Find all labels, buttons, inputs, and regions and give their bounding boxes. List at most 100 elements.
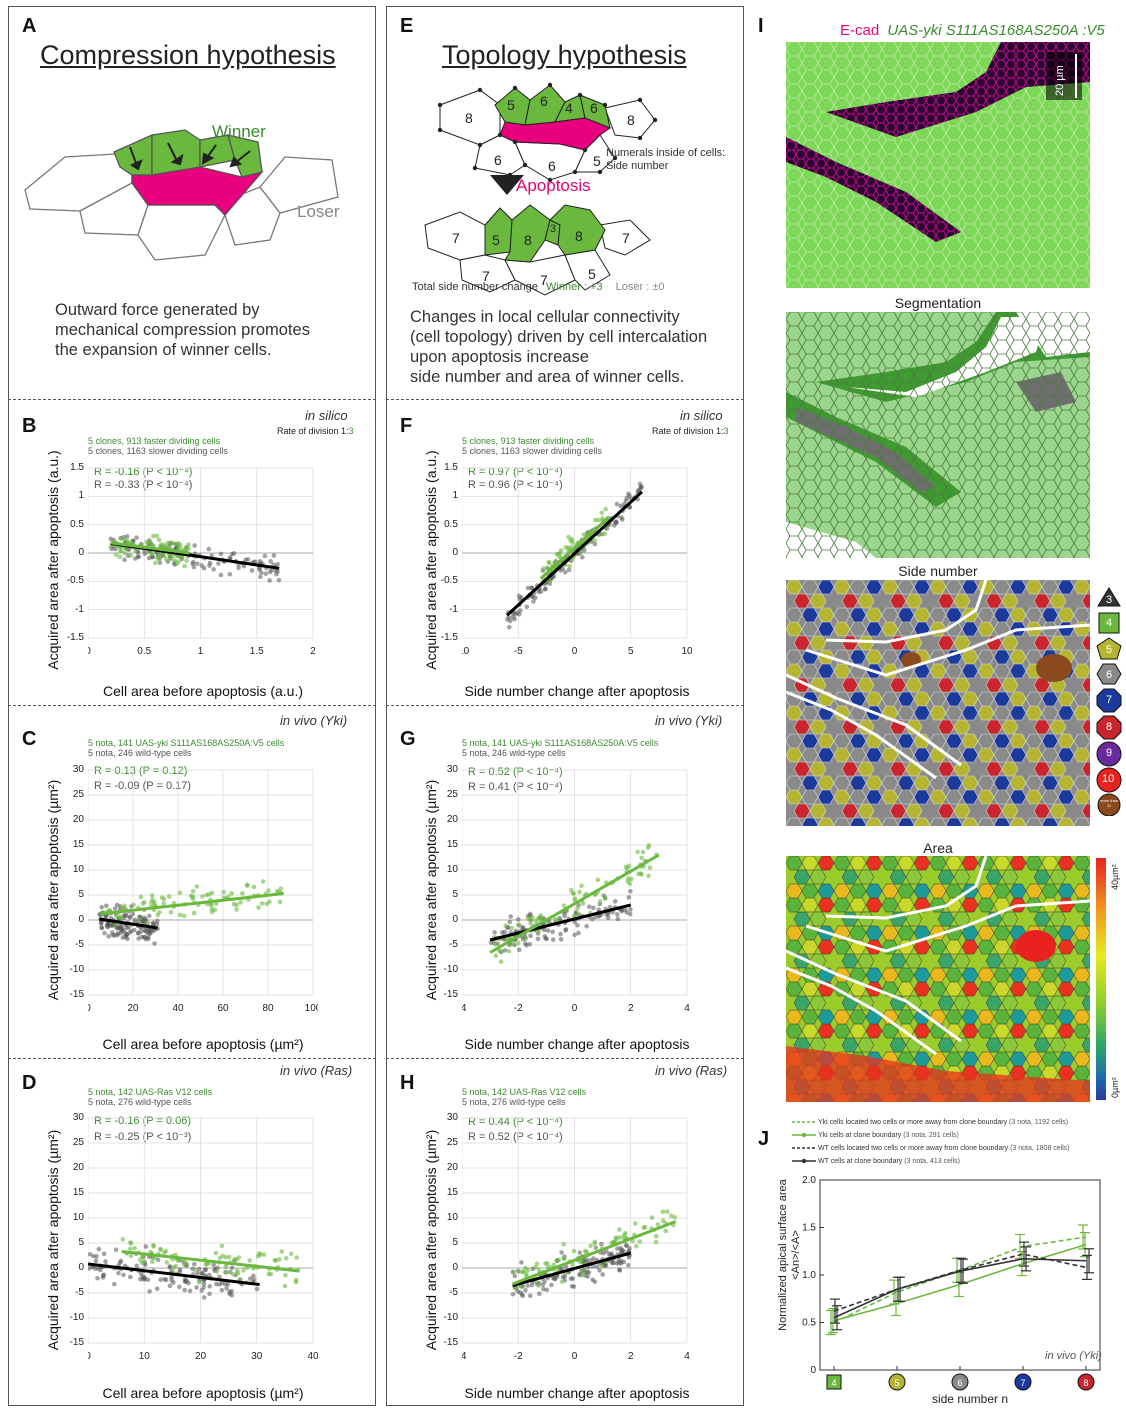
data-point bbox=[550, 937, 556, 943]
data-point bbox=[214, 1281, 219, 1287]
data-point bbox=[510, 1269, 516, 1275]
data-point bbox=[516, 947, 522, 953]
data-point bbox=[254, 1286, 260, 1292]
data-point bbox=[506, 624, 512, 630]
data-point bbox=[169, 540, 174, 546]
panel-letter-f: F bbox=[400, 415, 413, 437]
data-point bbox=[227, 1291, 233, 1297]
x-tick-label: 60 bbox=[217, 1003, 229, 1014]
data-point bbox=[120, 1236, 126, 1242]
data-point bbox=[99, 925, 105, 931]
data-point bbox=[131, 902, 136, 908]
data-point bbox=[596, 907, 602, 913]
y-tick-label: 0 bbox=[452, 914, 458, 925]
data-point bbox=[207, 1284, 212, 1289]
data-point bbox=[141, 915, 147, 920]
y-tick-label: -1 bbox=[449, 603, 458, 615]
fit-line-winner bbox=[512, 1220, 677, 1286]
y-tick-label: 1.5 bbox=[444, 462, 458, 473]
data-point bbox=[149, 893, 155, 898]
data-point bbox=[633, 1243, 639, 1249]
dying-cell bbox=[131, 166, 264, 216]
data-point bbox=[603, 895, 608, 901]
x-tick-label: 1 bbox=[198, 646, 204, 657]
y-tick-label: -5 bbox=[449, 939, 458, 950]
data-point bbox=[593, 1245, 599, 1251]
data-point bbox=[550, 929, 555, 935]
data-point bbox=[672, 1215, 678, 1220]
data-point bbox=[562, 913, 567, 919]
data-point bbox=[163, 556, 169, 562]
data-point bbox=[549, 1282, 554, 1288]
data-point bbox=[134, 535, 139, 540]
data-point bbox=[560, 566, 566, 572]
y-tick-label: 0.5 bbox=[802, 1318, 816, 1329]
fit-line-wild-type bbox=[489, 903, 632, 942]
panel-letter-j: J bbox=[758, 1128, 770, 1150]
x-tick-label: 2 bbox=[628, 1351, 634, 1362]
data-point bbox=[116, 1270, 121, 1276]
data-point bbox=[138, 894, 144, 900]
data-point bbox=[516, 593, 522, 599]
fit-line-winner bbox=[121, 1250, 300, 1273]
data-point bbox=[592, 541, 598, 547]
x-tick-label: 4 bbox=[684, 1003, 690, 1014]
data-point bbox=[258, 574, 263, 580]
data-point bbox=[142, 551, 148, 557]
y-tick-label: 1.5 bbox=[70, 462, 84, 473]
data-point bbox=[143, 1244, 149, 1249]
data-point bbox=[534, 1261, 540, 1267]
data-point bbox=[128, 1240, 133, 1245]
data-point bbox=[182, 563, 187, 569]
panel-letter-c: C bbox=[22, 728, 37, 750]
data-point bbox=[112, 922, 118, 928]
legend-entry: 5 nota, 141 UAS-yki S111AS168AS250A:V5 c… bbox=[462, 738, 659, 748]
data-point bbox=[569, 887, 574, 893]
data-point bbox=[236, 565, 241, 571]
data-point bbox=[579, 1258, 584, 1264]
data-point bbox=[599, 510, 605, 516]
data-point bbox=[173, 1263, 179, 1269]
data-point bbox=[588, 1258, 593, 1263]
data-point bbox=[207, 1291, 212, 1297]
compression-diagram bbox=[24, 129, 339, 261]
x-tick-label: -4 bbox=[462, 1351, 467, 1362]
data-point bbox=[149, 900, 154, 905]
correlation-stat: R = 0.13 (P = 0.12) bbox=[94, 765, 188, 777]
data-point bbox=[106, 933, 111, 939]
correlation-stat: R = 0.41 (P < 10⁻⁴) bbox=[468, 781, 563, 793]
panel-letter-i: I bbox=[758, 15, 764, 37]
y-tick-label: -0.5 bbox=[440, 575, 458, 587]
data-point bbox=[243, 557, 249, 563]
x-tick-label: 4 bbox=[684, 1351, 690, 1362]
data-point bbox=[653, 1233, 659, 1239]
divider bbox=[8, 705, 376, 706]
y-tick-label: -1.5 bbox=[440, 632, 458, 643]
y-tick-label: 5 bbox=[78, 889, 84, 900]
data-point bbox=[118, 915, 124, 921]
fit-line-wild-type bbox=[512, 1251, 632, 1287]
data-point bbox=[582, 548, 587, 553]
panel-letter-e: E bbox=[400, 15, 414, 37]
x-tick-label: 10 bbox=[139, 1351, 151, 1362]
data-point bbox=[213, 1250, 219, 1256]
side-number-labels: 5 6 4 6 8 8 6 6 5 5 8 3 8 7 7 7 7 5 bbox=[452, 93, 635, 288]
divider bbox=[386, 705, 744, 706]
data-point bbox=[268, 1271, 274, 1277]
data-point bbox=[493, 942, 498, 947]
data-point bbox=[231, 901, 237, 907]
data-point bbox=[142, 928, 147, 933]
fit-line-winner bbox=[99, 892, 284, 916]
data-point bbox=[597, 1268, 602, 1273]
data-point bbox=[543, 936, 548, 941]
data-point bbox=[626, 895, 632, 900]
data-point bbox=[579, 554, 585, 560]
x-tick-label: 40 bbox=[172, 1003, 184, 1014]
data-point bbox=[624, 910, 630, 915]
data-point bbox=[619, 517, 625, 522]
data-point bbox=[584, 1249, 589, 1255]
panel-letter-b: B bbox=[22, 415, 37, 437]
data-point bbox=[124, 546, 130, 552]
data-point bbox=[615, 912, 620, 917]
y-tick-label: 10 bbox=[446, 864, 458, 875]
